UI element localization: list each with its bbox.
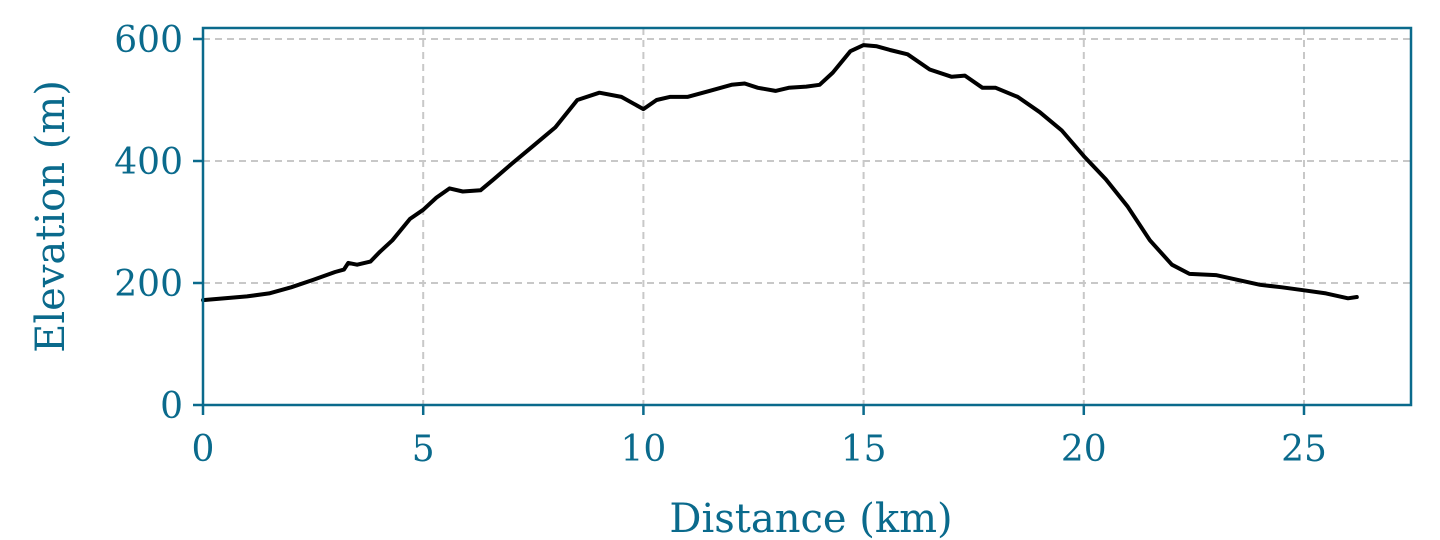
x-tick-label: 10 — [620, 429, 666, 470]
x-tick-label: 15 — [841, 429, 887, 470]
y-axis-title: Elevation (m) — [28, 80, 74, 353]
x-tick-label: 20 — [1061, 429, 1107, 470]
plot-frame — [201, 26, 1413, 407]
x-tick-label: 5 — [412, 429, 435, 470]
elevation-line — [201, 43, 1359, 303]
series-layer — [201, 43, 1359, 303]
y-tick-label: 600 — [114, 20, 183, 61]
x-axis-title: Distance (km) — [669, 496, 952, 540]
y-tick-label: 200 — [114, 264, 183, 305]
x-tick-label: 25 — [1281, 429, 1327, 470]
grid-lines — [203, 28, 1411, 405]
x-tick-label: 0 — [192, 429, 215, 470]
axis-ticks: 0 5 10 15 20 25 0 200 400 600 — [114, 20, 1327, 470]
y-tick-label: 400 — [114, 142, 183, 183]
y-tick-label: 0 — [160, 386, 183, 427]
